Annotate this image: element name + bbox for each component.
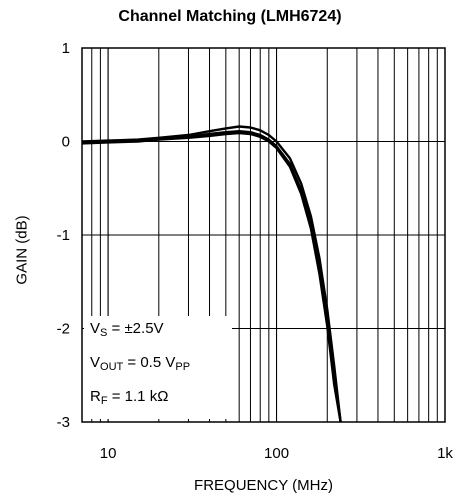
- plot-frame: [81, 47, 446, 423]
- output-voltage-note: VOUT = 0.5 VPP: [90, 354, 190, 373]
- note-value: = ±2.5V: [107, 320, 164, 337]
- x-tick-label: 10: [100, 445, 117, 462]
- note-subscript: F: [100, 395, 108, 407]
- x-tick-label: 100: [264, 445, 289, 462]
- feedback-resistor-note: RF = 1.1 kΩ: [90, 388, 168, 407]
- supply-voltage-note: VS = ±2.5V: [90, 320, 164, 339]
- y-tick-label: -1: [57, 227, 70, 244]
- x-tick-label: 1k: [437, 445, 453, 462]
- note-main: R: [90, 388, 101, 405]
- y-tick-label: 1: [62, 40, 70, 57]
- note-subscript: S: [100, 327, 108, 339]
- y-tick-label: -3: [57, 414, 70, 431]
- test-conditions-box: VS = ±2.5V VOUT = 0.5 VPP RF = 1.1 kΩ: [84, 316, 232, 419]
- y-tick-label: -2: [57, 321, 70, 338]
- gain-curve-3: [81, 131, 342, 423]
- note-value: = 1.1 kΩ: [107, 388, 169, 405]
- note-subscript: PP: [175, 361, 191, 373]
- note-value: = 0.5 V: [123, 354, 176, 371]
- y-tick-label: 0: [62, 134, 70, 151]
- note-subscript: OUT: [100, 361, 124, 373]
- gain-curves: [81, 125, 342, 423]
- plot-border: [81, 47, 446, 423]
- note-main: V: [90, 354, 101, 371]
- x-axis-label: FREQUENCY (MHz): [194, 477, 333, 494]
- note-main: V: [90, 320, 101, 337]
- chart-title: Channel Matching (LMH6724): [118, 8, 342, 25]
